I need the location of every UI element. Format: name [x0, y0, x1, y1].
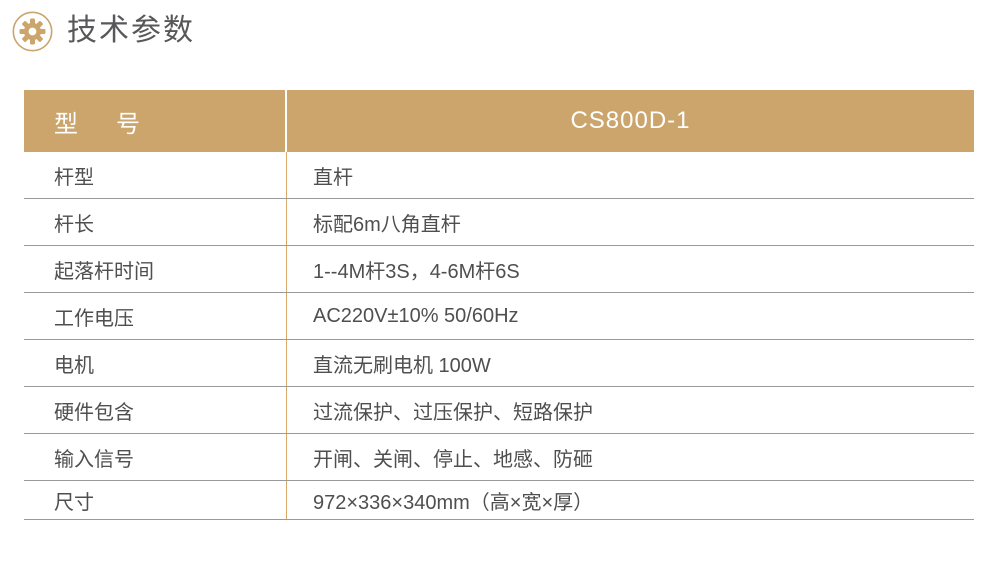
- spec-value: 开闸、关闸、停止、地感、防砸: [313, 448, 593, 471]
- spec-label: 杆型: [24, 152, 287, 198]
- table-row: 电机 直流无刷电机 100W: [24, 340, 974, 387]
- spec-value: 直流无刷电机 100W: [313, 354, 491, 377]
- spec-value: AC220V±10% 50/60Hz: [313, 304, 519, 327]
- spec-value: 标配6m八角直杆: [313, 213, 461, 236]
- spec-value: 1--4M杆3S，4-6M杆6S: [313, 260, 520, 283]
- table-header-model-value: CS800D-1: [570, 107, 691, 134]
- spec-label: 工作电压: [24, 293, 287, 339]
- table-row: 杆长 标配6m八角直杆: [24, 199, 974, 246]
- table-row: 硬件包含 过流保护、过压保护、短路保护: [24, 387, 974, 434]
- table-row: 起落杆时间 1--4M杆3S，4-6M杆6S: [24, 246, 974, 293]
- spec-label: 尺寸: [24, 481, 287, 519]
- spec-label: 起落杆时间: [24, 246, 287, 292]
- section-title-bar: 技术参数: [12, 11, 195, 52]
- gear-icon: [12, 11, 53, 52]
- spec-label: 电机: [24, 340, 287, 386]
- spec-value: 直杆: [313, 166, 353, 189]
- table-header-model-label: 型 号: [24, 90, 287, 152]
- page-title: 技术参数: [67, 13, 195, 47]
- table-row: 输入信号 开闸、关闸、停止、地感、防砸: [24, 434, 974, 481]
- table-row: 尺寸 972×336×340mm（高×宽×厚）: [24, 481, 974, 520]
- spec-value: 972×336×340mm（高×宽×厚）: [313, 491, 594, 514]
- spec-value: 过流保护、过压保护、短路保护: [313, 401, 593, 424]
- table-row: 工作电压 AC220V±10% 50/60Hz: [24, 293, 974, 340]
- table-body: 杆型 直杆 杆长 标配6m八角直杆 起落杆时间 1--4M杆3S，4-6M杆6S…: [24, 152, 974, 520]
- table-row: 杆型 直杆: [24, 152, 974, 199]
- spec-label: 杆长: [24, 199, 287, 245]
- spec-label: 输入信号: [24, 434, 287, 480]
- table-header-row: 型 号 CS800D-1: [24, 90, 974, 152]
- spec-label: 硬件包含: [24, 387, 287, 433]
- spec-table: 型 号 CS800D-1 杆型 直杆 杆长 标配6m八角直杆 起落杆时间 1--…: [24, 90, 974, 520]
